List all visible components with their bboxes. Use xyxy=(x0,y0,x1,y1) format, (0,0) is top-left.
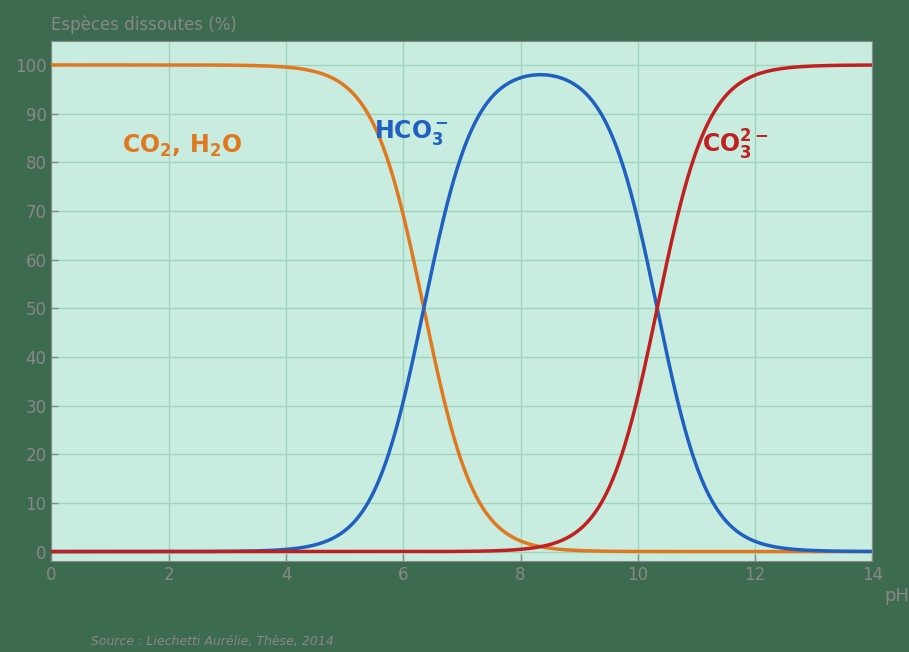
Text: $\mathbf{HCO_3^-}$: $\mathbf{HCO_3^-}$ xyxy=(374,118,449,147)
Text: Espèces dissoutes (%): Espèces dissoutes (%) xyxy=(52,15,237,33)
Text: $\mathbf{CO_3^{2-}}$: $\mathbf{CO_3^{2-}}$ xyxy=(703,128,769,162)
Text: Source : Liechetti Aurélie, Thèse, 2014: Source : Liechetti Aurélie, Thèse, 2014 xyxy=(91,636,334,649)
Text: $\mathbf{CO_2}$, $\mathbf{H_2O}$: $\mathbf{CO_2}$, $\mathbf{H_2O}$ xyxy=(122,132,242,158)
X-axis label: pH: pH xyxy=(884,587,909,605)
